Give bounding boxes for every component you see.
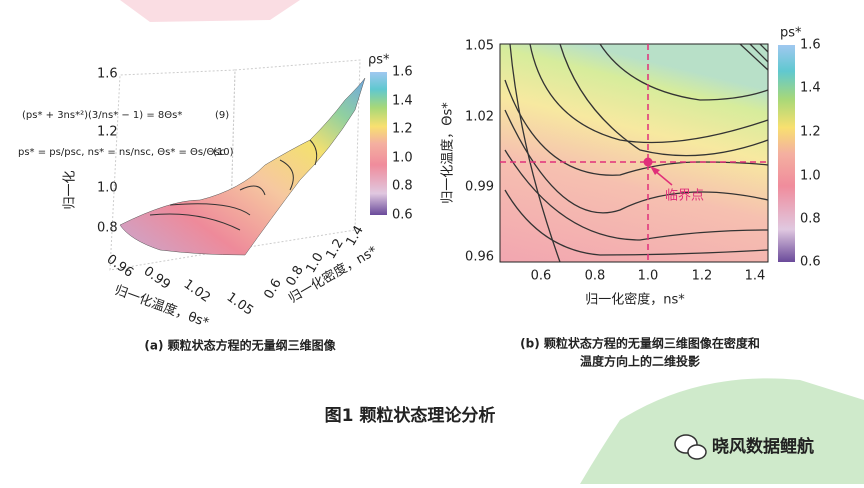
colorbar-tick: 1.2: [392, 122, 413, 137]
z-tick: 1.6: [97, 67, 118, 82]
colorbar-tick: 1.0: [800, 169, 821, 184]
figure-caption: 图1 颗粒状态理论分析: [325, 405, 496, 426]
x-label: 归一化密度，ns*: [585, 292, 685, 308]
colorbar-tick: 1.6: [392, 65, 413, 80]
colorbar-label: ps*: [780, 26, 802, 41]
equation-number: (9): [215, 110, 229, 121]
equation-number: (10): [213, 147, 234, 158]
y-tick: 0.99: [465, 180, 494, 195]
z-tick: 1.2: [97, 125, 118, 140]
y-tick: 1.02: [465, 110, 494, 125]
z-tick: 1.0: [97, 181, 118, 196]
colorbar-tick: 1.4: [392, 94, 413, 109]
caption: (a) 颗粒状态方程的无量纲三维图像: [144, 338, 336, 353]
caption: (b) 颗粒状态方程的无量纲三维图像在密度和: [520, 336, 760, 351]
splash: [580, 378, 864, 484]
x-tick: 0.6: [531, 269, 552, 284]
colorbar-tick: 0.6: [800, 255, 821, 270]
caption: 温度方向上的二维投影: [580, 354, 700, 369]
colorbar-tick: 0.8: [800, 212, 821, 227]
colorbar-label: ρs*: [368, 53, 390, 68]
panel-b: 临界点 1.05 1.02 0.99 0.96 归一化温度，Θs* 0.6 0.…: [440, 26, 821, 369]
colorbar-tick: 1.2: [800, 125, 821, 140]
colorbar-tick: 1.0: [392, 151, 413, 166]
x-tick: 1.0: [638, 269, 659, 284]
colorbar-tick: 0.6: [392, 208, 413, 223]
equation: ps* = ps/psc, ns* = ns/nsc, Θs* = Θs/Θsc: [18, 147, 225, 158]
colorbar-tick: 1.4: [800, 81, 821, 96]
x-tick: 1.2: [692, 269, 713, 284]
equation: (ps* + 3ns*²)(3/ns* − 1) = 8Θs*: [22, 110, 182, 121]
annotation: 临界点: [665, 189, 704, 204]
z-tick: 0.8: [97, 221, 118, 236]
watermark: 晓风数据鲤航: [674, 434, 814, 460]
colorbar: [370, 72, 387, 215]
watermark-text: 晓风数据鲤航: [712, 436, 814, 457]
contours: [504, 43, 769, 263]
z-label: 归一化: [63, 170, 78, 209]
colorbar-tick: 1.6: [800, 38, 821, 53]
y-tick: 0.96: [465, 250, 494, 265]
colorbar-tick: 0.8: [392, 179, 413, 194]
y-tick: 1.05: [465, 39, 494, 54]
x-tick: 1.4: [745, 269, 766, 284]
splash: [120, 0, 300, 22]
x-tick: 0.8: [585, 269, 606, 284]
y-label: 归一化温度，Θs*: [440, 102, 456, 204]
plot-area: [499, 43, 769, 263]
colorbar: [778, 45, 795, 262]
